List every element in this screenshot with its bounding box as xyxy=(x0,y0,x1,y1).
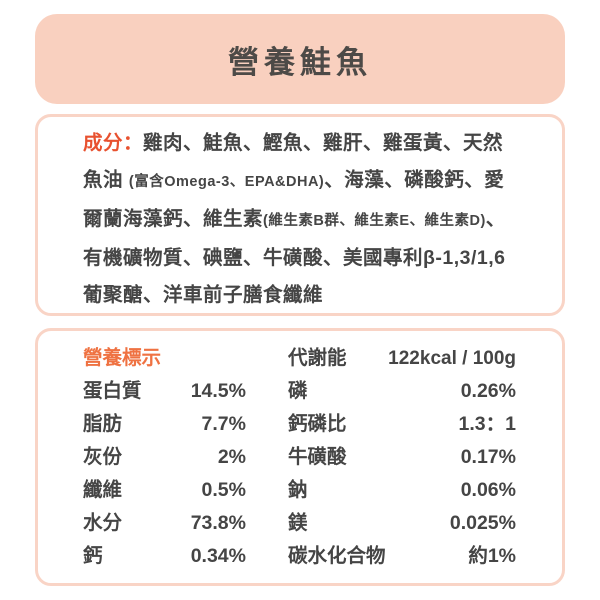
nutrient-value: 0.17% xyxy=(460,446,516,468)
ingredients-text: 成分：雞肉、鮭魚、鰹魚、雞肝、雞蛋黃、天然魚油 (富含Omega-3、EPA&D… xyxy=(83,125,522,313)
ingredients-segment-1: (富含Omega-3、EPA&DHA) xyxy=(128,174,325,190)
nutrition-left-header-row: 營養標示 xyxy=(83,342,246,375)
nutrition-facts-box: 營養標示 蛋白質 14.5% 脂肪 7.7% 灰份 2% 纖維 0.5% 水分 … xyxy=(35,328,565,586)
ingredients-segment-2: 、海藻、磷酸鈣、愛爾蘭海藻鈣、維生素 xyxy=(83,169,505,230)
nutrient-label: 鎂 xyxy=(288,512,308,534)
nutrient-value: 0.025% xyxy=(449,512,516,534)
ingredients-segment-0: 雞肉、鮭魚、鰹魚、雞肝、雞蛋黃、天然魚油 xyxy=(83,132,504,191)
metabolic-energy-row: 代謝能 122kcal / 100g xyxy=(288,342,516,375)
table-row: 水分 73.8% xyxy=(83,507,246,540)
title-banner: 營養鮭魚 xyxy=(35,14,565,104)
nutrient-label: 脂肪 xyxy=(83,413,123,435)
nutrient-label: 鈉 xyxy=(288,479,308,501)
metabolic-energy-label: 代謝能 xyxy=(288,347,347,369)
nutrient-value: 0.26% xyxy=(460,380,516,402)
table-row: 牛磺酸 0.17% xyxy=(288,441,516,474)
nutrient-label: 水分 xyxy=(83,512,123,534)
table-row: 灰份 2% xyxy=(83,441,246,474)
page-title: 營養鮭魚 xyxy=(228,44,372,80)
nutrient-label: 鈣 xyxy=(83,545,103,567)
table-row: 鈣磷比 1.3：1 xyxy=(288,408,516,441)
nutrient-label: 牛磺酸 xyxy=(288,446,347,468)
nutrient-value: 14.5% xyxy=(190,380,246,402)
nutrient-value: 0.34% xyxy=(190,545,246,567)
nutrient-label: 灰份 xyxy=(83,446,123,468)
nutrient-label: 纖維 xyxy=(83,479,123,501)
nutrient-value: 7.7% xyxy=(201,413,246,435)
table-row: 脂肪 7.7% xyxy=(83,408,246,441)
table-row: 鈉 0.06% xyxy=(288,474,516,507)
table-row: 鎂 0.025% xyxy=(288,507,516,540)
table-row: 碳水化合物 約1% xyxy=(288,540,516,573)
table-row: 鈣 0.34% xyxy=(83,540,246,573)
nutrition-right-column: 代謝能 122kcal / 100g 磷 0.26% 鈣磷比 1.3：1 牛磺酸… xyxy=(288,342,516,573)
nutrient-value: 73.8% xyxy=(190,512,246,534)
nutrient-value: 2% xyxy=(217,446,246,468)
nutrition-facts-heading: 營養標示 xyxy=(83,347,162,369)
nutrient-value: 約1% xyxy=(468,545,516,567)
nutrient-value: 1.3：1 xyxy=(458,413,516,435)
nutrient-value: 0.5% xyxy=(201,479,246,501)
nutrient-label: 鈣磷比 xyxy=(288,413,347,435)
ingredients-segment-3: (維生素B群、維生素E、維生素D) xyxy=(263,213,486,229)
table-row: 纖維 0.5% xyxy=(83,474,246,507)
nutrient-label: 磷 xyxy=(288,380,308,402)
nutrition-left-column: 營養標示 蛋白質 14.5% 脂肪 7.7% 灰份 2% 纖維 0.5% 水分 … xyxy=(83,342,246,573)
nutrient-label: 碳水化合物 xyxy=(288,545,386,567)
ingredients-box: 成分：雞肉、鮭魚、鰹魚、雞肝、雞蛋黃、天然魚油 (富含Omega-3、EPA&D… xyxy=(35,114,565,316)
table-row: 磷 0.26% xyxy=(288,375,516,408)
ingredients-segment-4: 、有機礦物質、碘鹽、牛磺酸、美國專利β-1,3/1,6 葡聚醣、洋車前子膳食纖維 xyxy=(83,208,506,306)
nutrient-value: 0.06% xyxy=(460,479,516,501)
ingredients-label: 成分： xyxy=(83,132,144,154)
metabolic-energy-value: 122kcal / 100g xyxy=(388,348,516,369)
nutrient-label: 蛋白質 xyxy=(83,380,142,402)
table-row: 蛋白質 14.5% xyxy=(83,375,246,408)
